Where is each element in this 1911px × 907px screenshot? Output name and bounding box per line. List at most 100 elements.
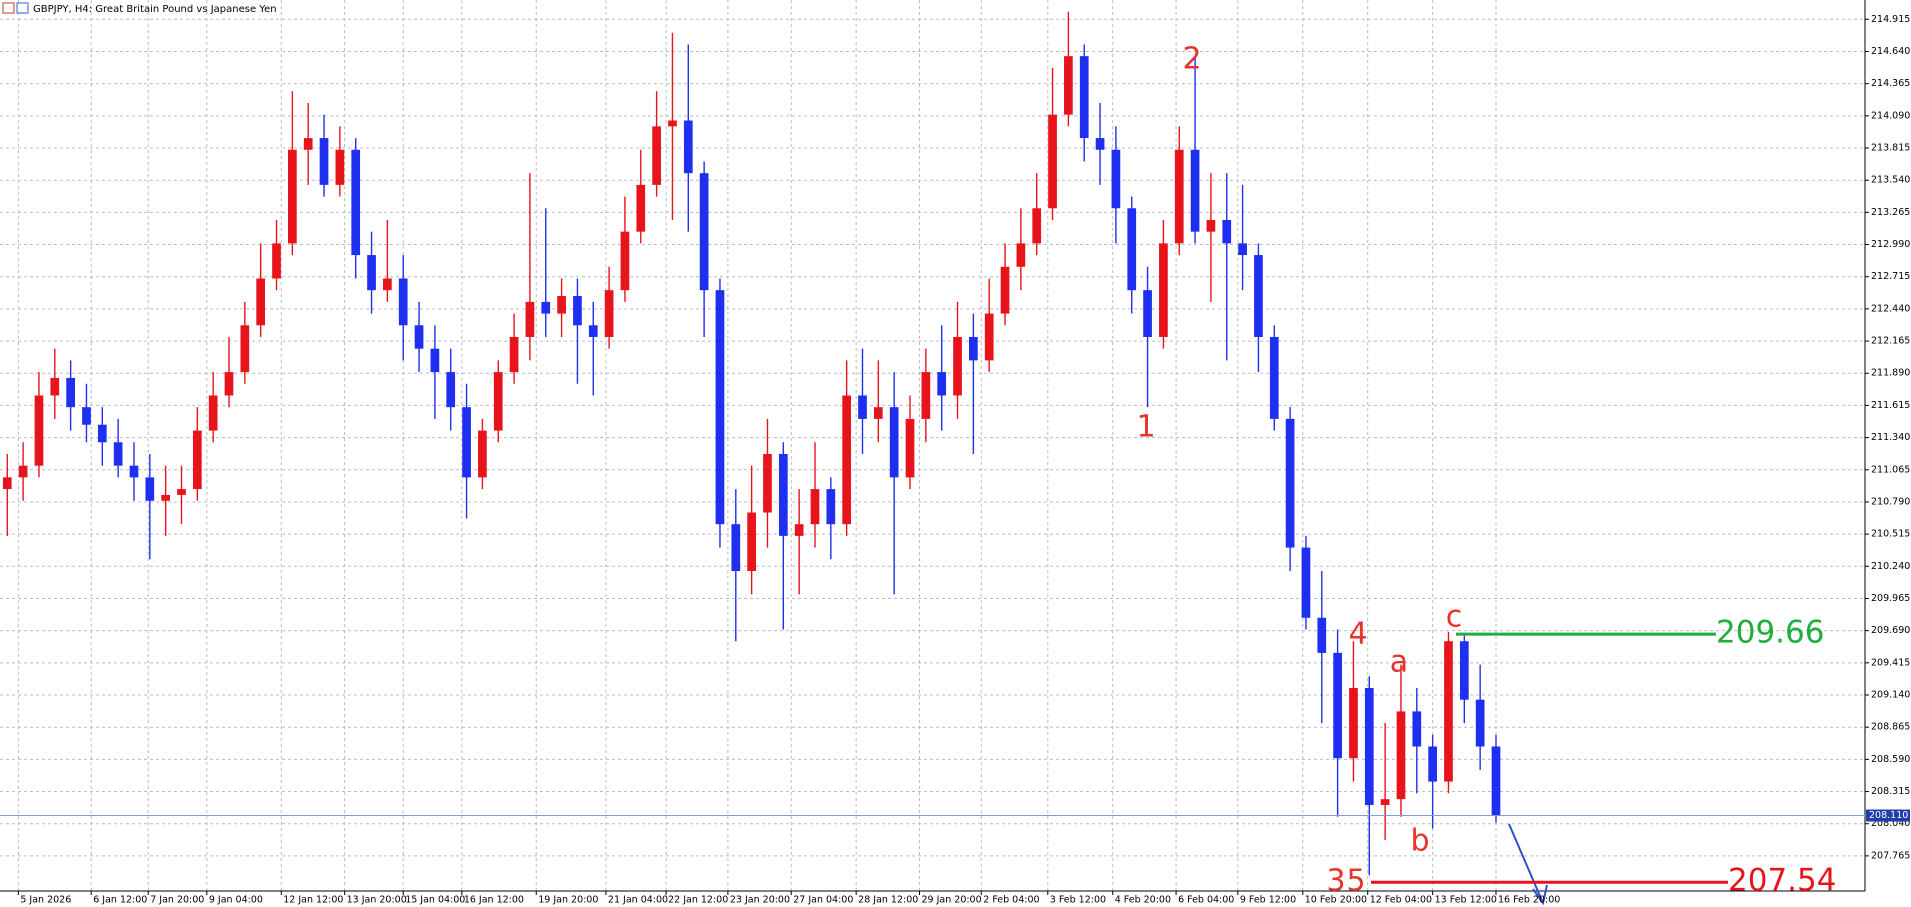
x-tick-label: 13 Jan 20:00 bbox=[347, 895, 407, 906]
candle-body bbox=[588, 325, 598, 337]
candle-body bbox=[1364, 687, 1374, 806]
candle-body bbox=[34, 395, 44, 466]
y-tick-label: 214.365 bbox=[1871, 78, 1910, 89]
candle-body bbox=[351, 149, 361, 256]
candle-body bbox=[1048, 114, 1057, 209]
y-tick-label: 208.040 bbox=[1871, 818, 1910, 829]
candle-body bbox=[1349, 687, 1358, 759]
candle-body bbox=[794, 524, 804, 536]
y-tick-label: 212.990 bbox=[1871, 239, 1910, 250]
x-tick-label: 15 Jan 04:00 bbox=[405, 895, 465, 906]
candle-body bbox=[208, 395, 218, 431]
candle-body bbox=[1380, 799, 1390, 806]
y-tick-label: 209.690 bbox=[1871, 625, 1910, 636]
candle-body bbox=[699, 173, 709, 291]
y-tick-label: 213.815 bbox=[1871, 143, 1910, 154]
current-price-label: 208.110 bbox=[1869, 810, 1908, 821]
candle-body bbox=[1000, 266, 1010, 314]
candle-body bbox=[430, 348, 440, 373]
wave-label: c bbox=[1446, 600, 1463, 635]
candle-body bbox=[161, 494, 171, 501]
candle-body bbox=[192, 430, 202, 490]
candle-body bbox=[937, 372, 947, 396]
candle-body bbox=[82, 407, 91, 425]
candle-body bbox=[1254, 255, 1263, 337]
candle-body bbox=[1333, 652, 1342, 759]
x-tick-label: 6 Jan 12:00 bbox=[93, 895, 147, 906]
candle-body bbox=[683, 120, 693, 174]
x-tick-label: 5 Jan 2026 bbox=[20, 895, 71, 906]
candle-body bbox=[1459, 641, 1469, 700]
candle-body bbox=[905, 418, 915, 478]
y-tick-label: 208.315 bbox=[1871, 786, 1910, 797]
candle-body bbox=[1064, 56, 1073, 115]
x-tick-label: 12 Jan 12:00 bbox=[283, 895, 343, 906]
candle-body bbox=[636, 184, 646, 232]
y-tick-label: 207.765 bbox=[1871, 850, 1910, 861]
candle-body bbox=[272, 243, 281, 279]
candle-body bbox=[18, 465, 28, 478]
x-tick-label: 27 Jan 04:00 bbox=[793, 895, 853, 906]
y-tick-label: 210.515 bbox=[1871, 529, 1910, 540]
candle-body bbox=[1079, 56, 1089, 139]
candle-body bbox=[1444, 641, 1453, 782]
candle-body bbox=[288, 149, 297, 244]
candle-body bbox=[414, 325, 424, 349]
candle-body bbox=[873, 407, 883, 419]
candle-body bbox=[398, 278, 408, 326]
wave-label: b bbox=[1410, 824, 1429, 859]
grid bbox=[0, 0, 1865, 891]
x-tick-label: 6 Feb 04:00 bbox=[1178, 895, 1234, 906]
y-tick-label: 212.440 bbox=[1871, 303, 1910, 314]
x-tick-label: 28 Jan 12:00 bbox=[858, 895, 918, 906]
candle-body bbox=[113, 442, 123, 466]
candle-body bbox=[1317, 617, 1327, 653]
candle-body bbox=[652, 126, 661, 185]
candle-body bbox=[367, 255, 376, 291]
y-tick-label: 208.865 bbox=[1871, 722, 1910, 733]
candle-body bbox=[1016, 243, 1026, 267]
candle-body bbox=[731, 524, 741, 571]
candle-body bbox=[525, 301, 535, 337]
y-tick-label: 214.090 bbox=[1871, 110, 1910, 121]
forecast-arrow bbox=[1508, 823, 1548, 906]
candle-body bbox=[240, 325, 250, 373]
candle-body bbox=[1475, 699, 1485, 747]
x-tick-label: 21 Jan 04:00 bbox=[608, 895, 668, 906]
candle-body bbox=[763, 453, 772, 513]
x-tick-label: 13 Feb 12:00 bbox=[1435, 895, 1497, 906]
candle-body bbox=[1428, 746, 1437, 782]
x-tick-label: 12 Feb 04:00 bbox=[1370, 895, 1432, 906]
y-tick-label: 209.415 bbox=[1871, 657, 1910, 668]
y-tick-label: 214.640 bbox=[1871, 46, 1910, 57]
candle-body bbox=[224, 372, 234, 396]
x-tick-label: 9 Jan 04:00 bbox=[209, 895, 263, 906]
y-tick-label: 210.790 bbox=[1871, 496, 1910, 507]
x-tick-label: 10 Feb 20:00 bbox=[1305, 895, 1367, 906]
chart-title: GBPJPY, H4: Great Britain Pound vs Japan… bbox=[33, 4, 277, 15]
candle-body bbox=[1301, 547, 1311, 618]
y-tick-label: 211.340 bbox=[1871, 432, 1910, 443]
candle-body bbox=[1095, 138, 1105, 150]
candle-body bbox=[1491, 746, 1501, 816]
wave-label: 5 bbox=[1346, 864, 1365, 899]
x-tick-label: 29 Jan 20:00 bbox=[922, 895, 982, 906]
candle-body bbox=[842, 395, 852, 525]
candle-body bbox=[335, 149, 345, 185]
candle-body bbox=[1127, 208, 1137, 291]
x-tick-label: 19 Jan 20:00 bbox=[538, 895, 598, 906]
candles bbox=[2, 11, 1501, 876]
x-tick-label: 4 Feb 20:00 bbox=[1115, 895, 1171, 906]
candle-body bbox=[778, 453, 788, 536]
candle-body bbox=[478, 430, 487, 478]
x-tick-label: 16 Feb 20:00 bbox=[1498, 895, 1560, 906]
candle-body bbox=[1174, 149, 1184, 244]
candle-body bbox=[177, 489, 186, 495]
wave-label: 2 bbox=[1182, 42, 1201, 77]
candle-body bbox=[541, 301, 551, 314]
candle-body bbox=[810, 489, 820, 525]
y-tick-label: 212.715 bbox=[1871, 271, 1910, 282]
candle-body bbox=[66, 377, 75, 408]
candle-body bbox=[1285, 418, 1295, 548]
